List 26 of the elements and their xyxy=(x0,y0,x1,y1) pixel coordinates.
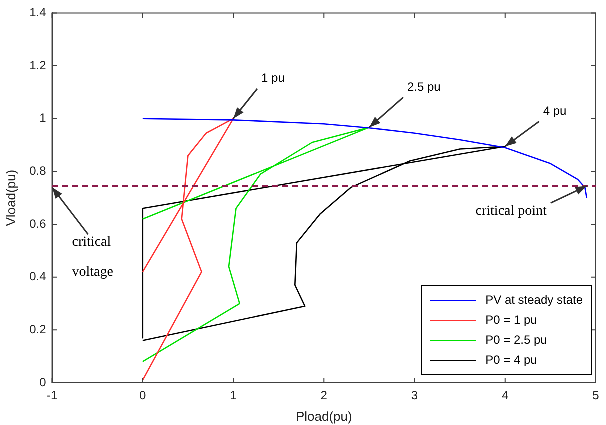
x-tick-label: 5 xyxy=(592,388,600,403)
legend-label: P0 = 2.5 pu xyxy=(486,333,548,347)
annotation: critical point xyxy=(476,204,548,219)
x-tick-label: 4 xyxy=(502,388,510,403)
x-tick-label: 0 xyxy=(140,388,147,403)
y-tick-label: 1 xyxy=(40,111,47,126)
y-tick-label: 0 xyxy=(40,375,47,390)
x-tick-label: 2 xyxy=(320,388,328,403)
annotation: 4 pu xyxy=(543,104,567,118)
x-tick-label: 1 xyxy=(230,388,238,403)
legend-label: P0 = 1 pu xyxy=(486,313,538,327)
y-tick-label: 0.2 xyxy=(30,322,47,336)
legend-label: P0 = 4 pu xyxy=(486,353,538,367)
y-tick-label: 1.4 xyxy=(30,6,47,20)
y-tick-label: 0.6 xyxy=(30,216,47,231)
y-tick-label: 1.2 xyxy=(30,58,47,72)
y-axis-title: Vload(pu) xyxy=(3,170,18,226)
y-tick-label: 0.4 xyxy=(30,270,47,284)
y-tick-label: 0.8 xyxy=(30,164,47,178)
annotation: 2.5 pu xyxy=(407,80,441,94)
x-axis-title: Pload(pu) xyxy=(296,408,352,424)
x-tick-label: -1 xyxy=(46,388,58,403)
annotation: critical voltage xyxy=(72,235,114,280)
x-tick-label: 3 xyxy=(411,388,418,403)
legend-label: PV at steady state xyxy=(486,293,583,307)
annotation: 1 pu xyxy=(262,71,285,86)
